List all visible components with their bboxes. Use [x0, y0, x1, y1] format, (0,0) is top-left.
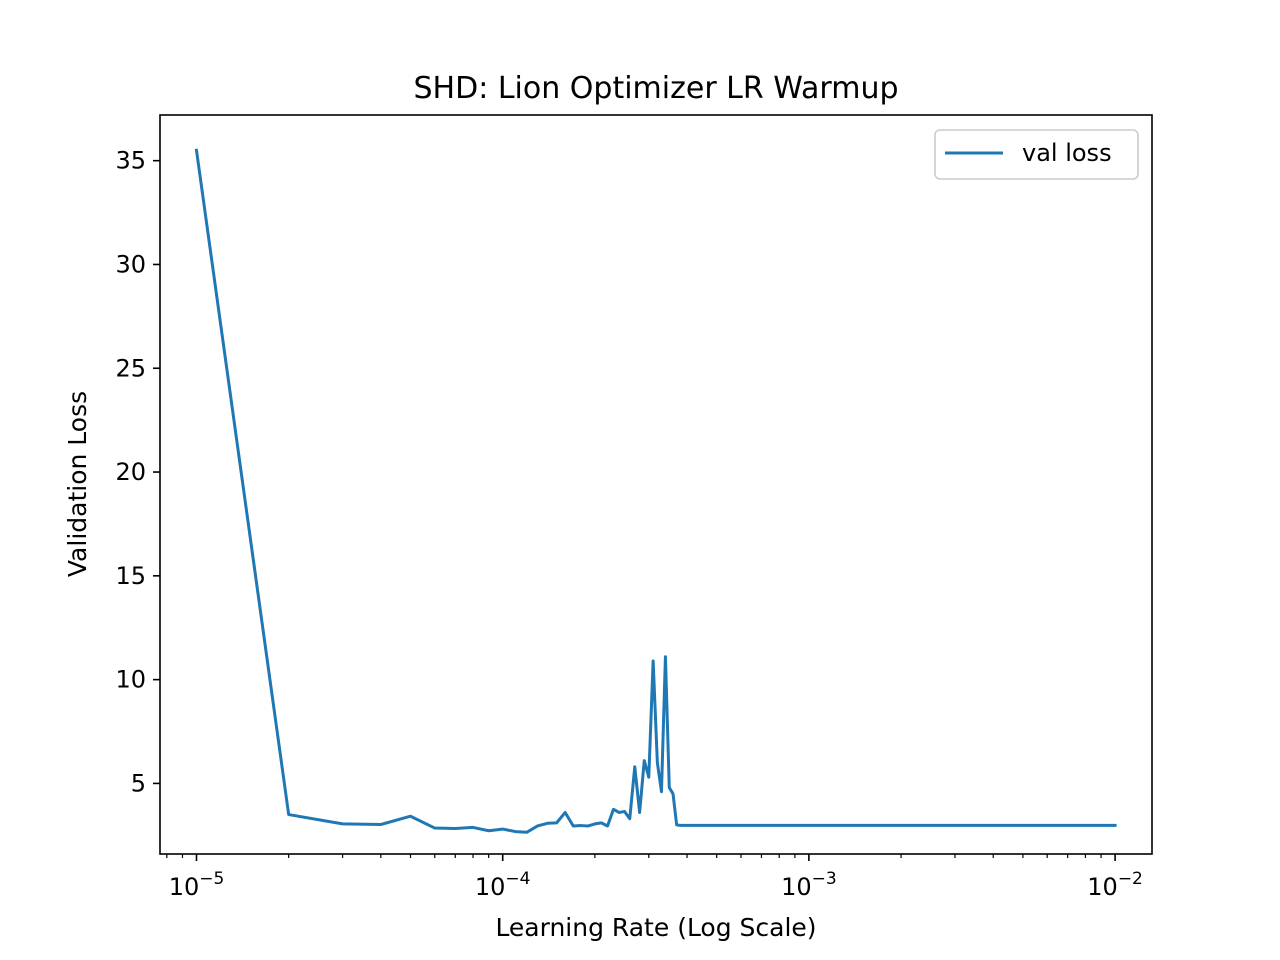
series-line-val-loss [194, 148, 1117, 834]
y-tick-label: 25 [115, 354, 146, 382]
legend: val loss [934, 129, 1139, 180]
x-tick-label: 10−3 [781, 869, 837, 901]
x-tick-label: 10−2 [1087, 869, 1143, 901]
x-axis-label: Learning Rate (Log Scale) [495, 913, 816, 942]
y-tick-label: 35 [115, 147, 146, 175]
series-layer [194, 148, 1117, 834]
legend-box [934, 129, 1139, 180]
y-tick-label: 20 [115, 458, 146, 486]
x-tick-label: 10−4 [475, 869, 531, 901]
y-tick-label: 30 [115, 250, 146, 278]
legend-label: val loss [1022, 139, 1112, 167]
y-axis-label: Validation Loss [63, 391, 92, 577]
x-tick-label: 10−5 [169, 869, 225, 901]
y-tick-label: 15 [115, 562, 146, 590]
plot-frame [159, 114, 1153, 855]
y-tick-label: 5 [131, 769, 146, 797]
ticks-layer: 10−5 10−4 10−3 10−2 5 10 15 20 25 30 35 [115, 147, 1142, 901]
chart-title: SHD: Lion Optimizer LR Warmup [414, 71, 899, 106]
y-tick-label: 10 [115, 666, 146, 694]
